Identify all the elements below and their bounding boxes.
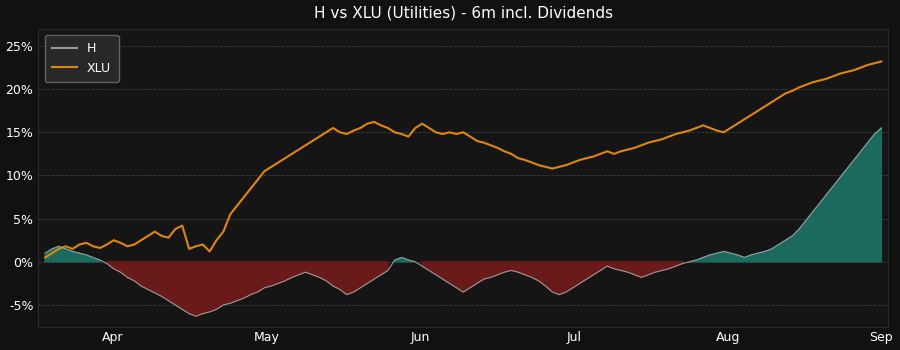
H: [876, 126, 886, 130]
XLU: [87, 244, 98, 248]
XLU: [136, 238, 147, 242]
H: [87, 256, 98, 260]
XLU: [40, 256, 50, 260]
H: [191, 314, 202, 318]
H: [410, 260, 420, 264]
XLU: [280, 156, 291, 160]
H: [136, 284, 147, 288]
H: [122, 275, 133, 279]
Legend: H, XLU: H, XLU: [44, 35, 119, 82]
Line: XLU: XLU: [45, 62, 881, 258]
XLU: [876, 60, 886, 64]
H: [286, 275, 297, 279]
XLU: [403, 134, 414, 139]
Line: H: H: [45, 128, 881, 316]
Title: H vs XLU (Utilities) - 6m incl. Dividends: H vs XLU (Utilities) - 6m incl. Dividend…: [314, 6, 613, 21]
XLU: [122, 244, 133, 248]
XLU: [718, 130, 729, 134]
H: [725, 251, 736, 255]
H: [40, 251, 50, 255]
